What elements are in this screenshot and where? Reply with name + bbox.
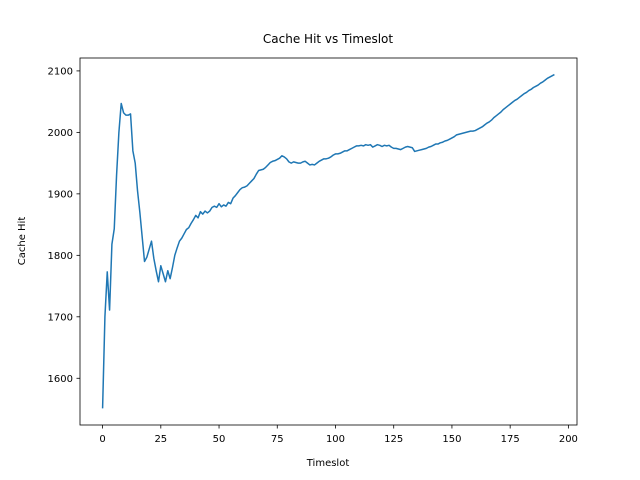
- y-tick-label: 1600: [48, 374, 73, 385]
- x-axis-label: Timeslot: [306, 458, 350, 469]
- x-tick-label: 200: [559, 434, 578, 445]
- y-axis-label: Cache Hit: [17, 217, 28, 266]
- chart-title: Cache Hit vs Timeslot: [263, 32, 393, 46]
- x-tick-label: 150: [442, 434, 461, 445]
- x-tick-label: 75: [271, 434, 284, 445]
- y-tick-label: 1800: [48, 251, 73, 262]
- x-tick-label: 25: [154, 434, 167, 445]
- x-tick-label: 175: [501, 434, 520, 445]
- plot-frame: [79, 57, 578, 426]
- x-tick-label: 100: [326, 434, 345, 445]
- y-tick-label: 1900: [48, 189, 73, 200]
- y-tick-label: 2000: [48, 128, 73, 139]
- x-tick-label: 125: [384, 434, 403, 445]
- x-tick-label: 0: [99, 434, 105, 445]
- y-tick-label: 2100: [48, 66, 73, 77]
- y-tick-label: 1700: [48, 312, 73, 323]
- x-tick-label: 50: [213, 434, 226, 445]
- data-line: [101, 73, 555, 409]
